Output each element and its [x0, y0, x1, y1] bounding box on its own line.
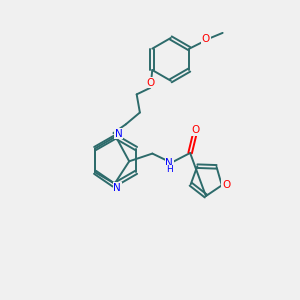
Text: O: O	[222, 180, 230, 190]
Text: O: O	[192, 125, 200, 135]
Text: N: N	[113, 183, 121, 193]
Text: H: H	[166, 165, 173, 174]
Text: O: O	[147, 77, 155, 88]
Text: N: N	[165, 158, 173, 168]
Text: N: N	[115, 129, 123, 139]
Text: O: O	[202, 34, 210, 44]
